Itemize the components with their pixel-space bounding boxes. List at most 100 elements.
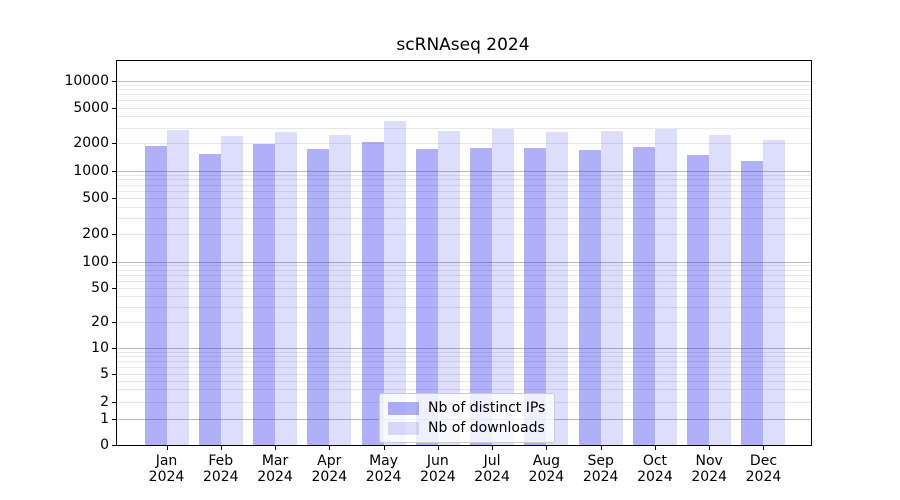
bar-distinct-ips-aug: [524, 147, 547, 445]
y-tick-label: 5: [100, 365, 109, 382]
x-tick-mark: [763, 445, 765, 450]
x-tick-label: Jul 2024: [474, 453, 510, 485]
x-tick-mark: [275, 445, 277, 450]
bar-distinct-ips-mar: [253, 143, 276, 445]
gridline-minor: [117, 306, 811, 308]
y-tick-label: 200: [82, 226, 109, 243]
bar-downloads-dec: [763, 140, 786, 445]
gridline-minor: [117, 197, 811, 199]
gridline-minor: [117, 356, 811, 358]
x-tick-label: Mar 2024: [257, 453, 293, 485]
bar-downloads-oct: [654, 129, 677, 445]
x-tick-mark: [383, 445, 385, 450]
x-tick-mark: [600, 445, 602, 450]
gridline-minor: [117, 190, 811, 192]
legend-entry-downloads: Nb of downloads: [388, 420, 545, 436]
x-tick-label: May 2024: [365, 453, 402, 485]
gridline-minor: [117, 218, 811, 220]
bar-downloads-jul: [492, 128, 515, 445]
x-tick-label: Jun 2024: [420, 453, 456, 485]
x-tick-label: Oct 2024: [637, 453, 673, 485]
legend-label-downloads: Nb of downloads: [428, 420, 545, 436]
gridline-minor: [117, 179, 811, 181]
gridline-minor: [117, 280, 811, 282]
y-tick-mark: [112, 401, 117, 403]
y-tick-label: 500: [82, 189, 109, 206]
y-tick-mark: [112, 143, 117, 145]
gridline-minor: [117, 84, 811, 86]
legend-entry-distinct-ips: Nb of distinct IPs: [388, 400, 545, 416]
y-tick-mark: [112, 261, 117, 263]
y-tick-mark: [112, 419, 117, 421]
gridline-major: [117, 170, 811, 172]
x-tick-mark: [166, 445, 168, 450]
gridline-minor: [117, 287, 811, 289]
y-tick-mark: [112, 107, 117, 109]
y-tick-mark: [112, 234, 117, 236]
gridline-minor: [117, 321, 811, 323]
gridline-minor: [117, 380, 811, 382]
x-tick-mark: [654, 445, 656, 450]
x-tick-mark: [492, 445, 494, 450]
y-tick-mark: [112, 287, 117, 289]
gridline-minor: [117, 100, 811, 102]
y-tick-label: 5000: [73, 99, 109, 116]
bar-distinct-ips-jan: [144, 146, 167, 445]
chart-title: scRNAseq 2024: [396, 35, 530, 55]
gridline-minor: [117, 89, 811, 91]
bar-distinct-ips-nov: [687, 154, 710, 445]
gridline-minor: [117, 373, 811, 375]
bar-distinct-ips-jul: [470, 147, 493, 445]
x-tick-label: Feb 2024: [202, 453, 239, 485]
y-tick-label: 1: [100, 411, 109, 428]
x-tick-mark: [329, 445, 331, 450]
y-tick-label: 100: [82, 253, 109, 270]
bar-distinct-ips-oct: [632, 147, 655, 445]
y-tick-label: 10000: [64, 72, 109, 89]
bar-downloads-feb: [220, 135, 243, 445]
y-tick-mark: [112, 373, 117, 375]
bar-downloads-apr: [329, 134, 352, 445]
bar-downloads-aug: [546, 131, 569, 445]
y-tick-label: 1000: [73, 162, 109, 179]
bar-distinct-ips-feb: [198, 153, 221, 445]
bar-downloads-nov: [709, 135, 732, 445]
gridline-minor: [117, 184, 811, 186]
gridline-minor: [117, 351, 811, 353]
y-tick-mark: [112, 321, 117, 323]
y-tick-mark: [112, 197, 117, 199]
x-tick-label: Aug 2024: [528, 453, 565, 485]
gridline-minor: [117, 206, 811, 208]
legend-swatch-downloads: [388, 421, 419, 435]
x-tick-label: Jan 2024: [148, 453, 185, 485]
bar-distinct-ips-jun: [415, 148, 438, 445]
bar-downloads-sep: [600, 131, 623, 445]
bar-distinct-ips-may: [361, 142, 384, 445]
y-tick-label: 0: [100, 436, 109, 453]
bar-downloads-may: [383, 121, 406, 445]
gridline-minor: [117, 94, 811, 96]
gridline-minor: [117, 143, 811, 145]
plot-area: 0 1 2 5 10 20 50 100 200 500 1000 2000 5000 10000 Jan …: [64, 60, 812, 485]
gridline-minor: [117, 174, 811, 176]
gridline-minor: [117, 234, 811, 236]
gridline-major: [117, 80, 811, 82]
gridline-minor: [117, 107, 811, 109]
y-tick-label: 20: [91, 313, 109, 330]
x-tick-mark: [709, 445, 711, 450]
y-tick-label: 2000: [73, 135, 109, 152]
bar-downloads-jun: [437, 130, 460, 445]
gridline-minor: [117, 366, 811, 368]
y-tick-mark: [112, 170, 117, 172]
x-tick-label: Dec 2024: [745, 453, 782, 485]
y-tick-label: 10: [91, 340, 109, 356]
gridline-major: [117, 348, 811, 349]
x-tick-label: Sep 2024: [582, 453, 619, 485]
bar-distinct-ips-apr: [307, 148, 330, 445]
y-tick-mark: [112, 444, 117, 446]
y-tick-mark: [112, 80, 117, 82]
x-tick-label: Nov 2024: [691, 453, 727, 485]
gridline-minor: [117, 361, 811, 363]
x-tick-mark: [437, 445, 439, 450]
